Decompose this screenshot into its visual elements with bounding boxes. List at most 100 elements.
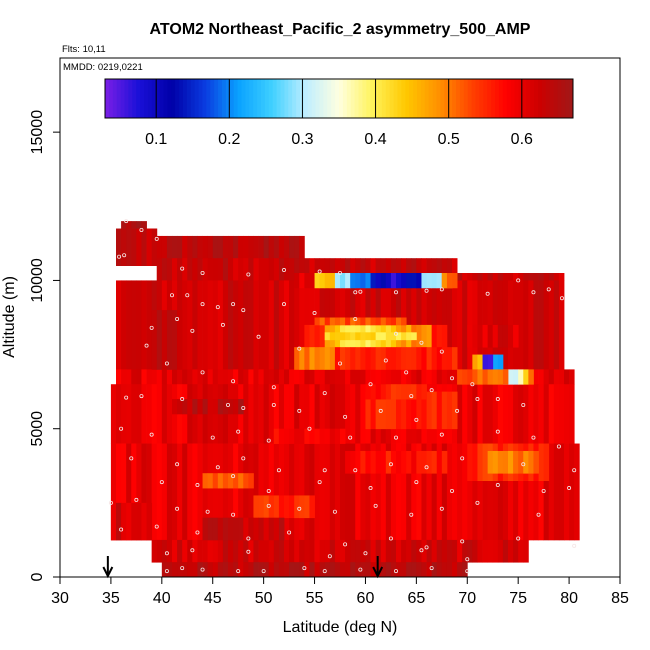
heatmap-cell <box>309 562 315 578</box>
heatmap-cell <box>360 443 366 541</box>
heatmap-cell <box>375 384 382 400</box>
heatmap-cell <box>390 273 397 289</box>
heatmap-cell <box>273 428 280 444</box>
heatmap-cell <box>446 273 453 289</box>
heatmap-cell <box>253 280 259 370</box>
heatmap-cell <box>289 384 295 444</box>
heatmap-cell <box>523 384 529 444</box>
sample-point <box>164 361 169 366</box>
heatmap-cell <box>350 384 356 444</box>
sample-point <box>210 435 215 440</box>
heatmap-cell <box>278 258 285 281</box>
heatmap-cell <box>258 369 265 385</box>
heatmap-cell <box>416 369 422 385</box>
colorbar-segment <box>569 79 574 118</box>
heatmap-cell <box>401 391 407 430</box>
heatmap-cell <box>472 384 478 444</box>
sample-point <box>332 509 337 514</box>
sample-point <box>465 569 470 574</box>
y-axis-label: Altitude (m) <box>1 276 18 358</box>
heatmap-cell <box>477 273 483 281</box>
colorbar-segment <box>413 79 418 118</box>
heatmap-cell <box>289 280 295 370</box>
heatmap-cell <box>365 384 371 400</box>
heatmap-cell <box>187 235 193 259</box>
heatmap-cell <box>334 347 341 370</box>
heatmap-cell <box>365 450 371 474</box>
heatmap-cell <box>172 235 178 259</box>
heatmap-cell <box>309 428 315 444</box>
heatmap-cell <box>528 443 534 541</box>
heatmap-cell <box>472 539 478 563</box>
heatmap-cell <box>217 280 224 370</box>
colorbar-segment <box>190 79 196 118</box>
heatmap-cell <box>380 450 387 474</box>
heatmap-cell <box>192 280 198 370</box>
heatmap-cell <box>228 473 234 489</box>
heatmap-cell <box>202 517 209 541</box>
heatmap-cell <box>406 369 412 385</box>
heatmap-cell <box>411 332 417 341</box>
heatmap-cell <box>177 258 183 281</box>
heatmap-cell <box>401 317 407 326</box>
heatmap-cell <box>197 258 203 281</box>
sample-point <box>424 465 429 470</box>
colorbar-segment <box>475 79 480 118</box>
heatmap-cell <box>452 258 458 281</box>
heatmap-cell <box>558 384 565 444</box>
heatmap-cell <box>324 539 331 563</box>
heatmap-cell <box>401 258 407 281</box>
heatmap-cell <box>217 562 224 578</box>
heatmap-cell <box>304 258 310 281</box>
heatmap-cell <box>273 495 280 519</box>
heatmap-cell <box>380 384 387 400</box>
heatmap-cell <box>126 369 132 385</box>
heatmap-cell <box>355 317 361 326</box>
heatmap-cell <box>406 273 412 289</box>
heatmap-cell <box>457 384 463 444</box>
colorbar-segment <box>354 79 359 118</box>
heatmap-cell <box>187 443 193 541</box>
heatmap-cell <box>228 258 234 281</box>
heatmap-cell <box>309 273 315 289</box>
sample-point <box>190 548 195 553</box>
heatmap-cell <box>146 502 153 541</box>
heatmap-cell <box>477 354 483 378</box>
sample-point <box>317 269 322 274</box>
heatmap-cell <box>217 443 224 541</box>
colorbar-segment <box>136 79 141 118</box>
heatmap-cell <box>304 273 310 289</box>
heatmap-cell <box>278 280 285 370</box>
colorbar-segment <box>249 79 254 118</box>
heatmap-cell <box>314 562 321 578</box>
heatmap-cell <box>268 562 275 578</box>
heatmap-cell <box>446 443 453 541</box>
x-axis: 30 35 40 45 50 55 60 65 70 75 80 85 <box>51 577 629 607</box>
sample-point <box>175 506 180 511</box>
heatmap-cell <box>421 384 427 400</box>
heatmap-cell <box>172 399 178 415</box>
heatmap-cell <box>299 235 305 259</box>
heatmap-cell <box>528 369 534 385</box>
heatmap-cell <box>543 443 550 482</box>
heatmap-cell <box>202 369 209 385</box>
colorbar-segment <box>366 79 371 118</box>
heatmap-cell <box>161 235 168 259</box>
sample-point <box>200 271 205 276</box>
heatmap-cell <box>202 473 209 489</box>
heatmap-cell <box>248 369 254 385</box>
heatmap-cell <box>212 235 219 259</box>
heatmap-cell <box>197 443 203 541</box>
sample-point <box>368 382 373 387</box>
heatmap-cell <box>548 280 555 370</box>
heatmap-cell <box>467 443 473 541</box>
colorbar-segment <box>116 79 122 118</box>
heatmap-cell <box>396 273 402 289</box>
heatmap-cell <box>289 428 295 444</box>
heatmap-cell <box>273 280 280 370</box>
heatmap-cell <box>416 324 422 348</box>
heatmap-cell <box>482 443 489 541</box>
heatmap-cell <box>396 317 402 326</box>
heatmap-cell <box>187 258 193 281</box>
heatmap-cell <box>248 235 254 259</box>
